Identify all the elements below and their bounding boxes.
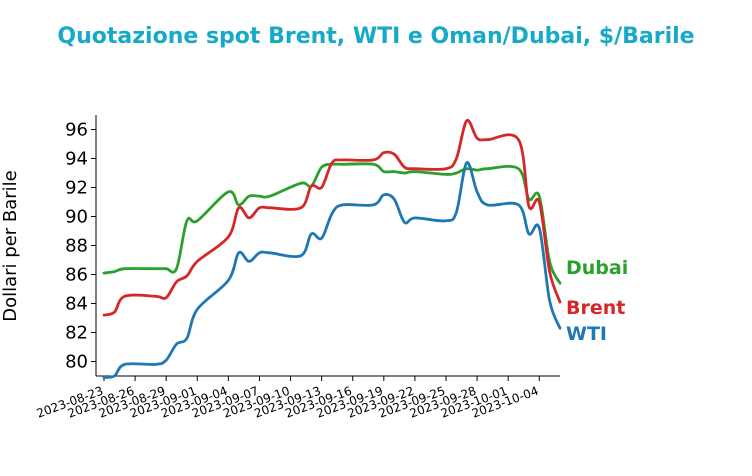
y-tick-label: 96 <box>65 120 88 141</box>
chart-title: Quotazione spot Brent, WTI e Oman/Dubai,… <box>57 24 695 49</box>
axes: 8082848688909294962023-08-232023-08-2620… <box>35 115 560 421</box>
y-axis-label: Dollari per Barile <box>0 170 21 322</box>
series-line-brent <box>102 119 562 317</box>
y-tick-label: 92 <box>65 178 88 199</box>
y-tick-label: 90 <box>65 207 88 228</box>
series-line-dubai <box>102 162 562 285</box>
y-tick-label: 88 <box>65 236 88 257</box>
y-tick-label: 80 <box>65 352 88 373</box>
y-tick-label: 94 <box>65 149 88 170</box>
series-label-brent: Brent <box>566 297 625 319</box>
y-tick-label: 82 <box>65 323 88 344</box>
y-tick-label: 86 <box>65 265 88 286</box>
y-tick-label: 84 <box>65 294 88 315</box>
series-label-dubai: Dubai <box>566 257 628 279</box>
series-lines <box>102 119 562 379</box>
series-line-wti <box>102 161 562 379</box>
series-end-labels: Dubai Brent WTI <box>566 257 628 345</box>
series-label-wti: WTI <box>566 323 607 345</box>
